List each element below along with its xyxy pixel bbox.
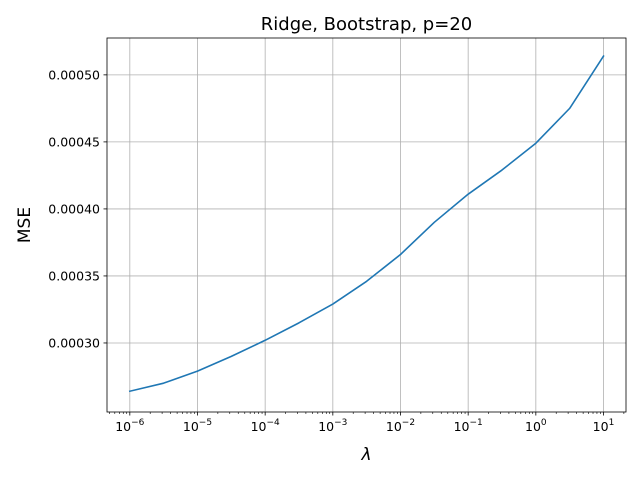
y-tick-label: 0.00050 <box>48 67 100 82</box>
x-tick-base: 10 <box>318 419 334 434</box>
y-tick-label: 0.00030 <box>48 335 100 350</box>
x-tick-base: 10 <box>115 419 131 434</box>
x-tick-exponent: −4 <box>266 418 280 428</box>
y-tick-label: 0.00045 <box>48 134 100 149</box>
x-tick-base: 10 <box>593 419 609 434</box>
x-axis-label: λ <box>360 445 371 465</box>
x-tick-exponent: −5 <box>199 418 212 428</box>
y-tick-label: 0.00035 <box>48 268 100 283</box>
x-tick-exponent: −3 <box>334 418 347 428</box>
x-tick-exponent: 1 <box>609 418 615 428</box>
x-tick-base: 10 <box>454 419 470 434</box>
x-tick-base: 10 <box>525 419 541 434</box>
x-tick-exponent: −1 <box>469 418 482 428</box>
x-tick-exponent: −6 <box>131 418 145 428</box>
x-tick-base: 10 <box>251 419 267 434</box>
x-tick-base: 10 <box>386 419 402 434</box>
chart-title: Ridge, Bootstrap, p=20 <box>261 14 472 35</box>
x-tick-exponent: −2 <box>402 418 415 428</box>
x-tick-base: 10 <box>183 419 199 434</box>
x-tick-exponent: 0 <box>541 418 547 428</box>
y-tick-label: 0.00040 <box>48 201 100 216</box>
y-axis-label: MSE <box>15 207 35 243</box>
